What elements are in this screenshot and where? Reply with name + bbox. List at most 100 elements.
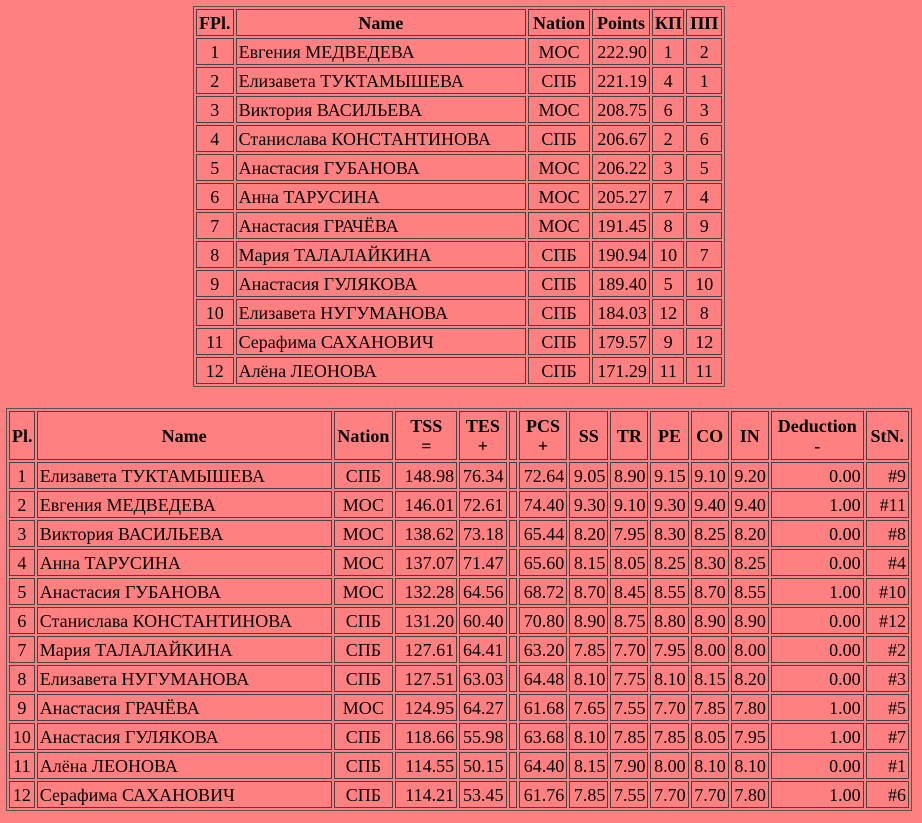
table-cell: 9 bbox=[686, 212, 722, 239]
table-cell: СПБ bbox=[528, 241, 591, 268]
table-row: 3 Виктория ВАСИЛЬЕВА МОС 208.75 6 3 bbox=[196, 96, 722, 123]
table-cell: СПБ bbox=[333, 636, 394, 663]
header-text: PE bbox=[658, 425, 682, 446]
table-cell: Анастасия ГУБАНОВА bbox=[36, 578, 332, 605]
table-cell: 8.15 bbox=[690, 665, 729, 692]
table-cell: 138.62 bbox=[395, 520, 458, 547]
table-cell: 4 bbox=[9, 549, 35, 576]
header-text: SS bbox=[578, 425, 599, 446]
table-cell: 127.51 bbox=[395, 665, 458, 692]
final-results-table: FPl. Name Nation Points КП ПП 1 Евгения МЕДВЕДЕ… bbox=[193, 6, 725, 387]
table-row: 7 Мария ТАЛАЛАЙКИНА СПБ 127.61 64.41 63.20 7.8… bbox=[9, 636, 909, 663]
spacer-cell bbox=[508, 781, 517, 808]
header-text: TES bbox=[465, 415, 500, 436]
table-cell: #3 bbox=[865, 665, 909, 692]
table-cell: 7 bbox=[651, 183, 685, 210]
table-cell: #5 bbox=[865, 694, 909, 721]
spacer-cell bbox=[508, 723, 517, 750]
table-cell: Елизавета ТУКТАМЫШЕВА bbox=[36, 462, 332, 489]
table-cell: 50.15 bbox=[459, 752, 507, 779]
table-cell: 10 bbox=[196, 299, 234, 326]
table-cell: СПБ bbox=[528, 328, 591, 355]
table-row: 12 Серафима САХАНОВИЧ СПБ 114.21 53.45 61.76 7… bbox=[9, 781, 909, 808]
table-cell: 8.25 bbox=[690, 520, 729, 547]
table-cell: 8 bbox=[196, 241, 234, 268]
table-cell: 63.68 bbox=[518, 723, 568, 750]
table-cell: 73.18 bbox=[459, 520, 507, 547]
table-cell: Серафима САХАНОВИЧ bbox=[235, 328, 527, 355]
table-cell: #11 bbox=[865, 491, 909, 518]
table-cell: #6 bbox=[865, 781, 909, 808]
table-cell: 8.10 bbox=[650, 665, 689, 692]
table-cell: МОС bbox=[333, 578, 394, 605]
segment-results-table: Pl. Name Nation TSS = TES + PCS + SS TR PE CO IN Deduc… bbox=[6, 408, 912, 811]
header-text: CO bbox=[696, 425, 724, 446]
table-cell: 179.57 bbox=[592, 328, 650, 355]
table-cell: СПБ bbox=[528, 125, 591, 152]
header-cell: ПП bbox=[686, 9, 722, 36]
table-cell: СПБ bbox=[528, 270, 591, 297]
table-cell: 1 bbox=[9, 462, 35, 489]
header-text: - bbox=[814, 435, 821, 456]
table-cell: 63.03 bbox=[459, 665, 507, 692]
spacer-cell bbox=[508, 491, 517, 518]
table-cell: 131.20 bbox=[395, 607, 458, 634]
header-cell: FPl. bbox=[196, 9, 234, 36]
header-cell: StN. bbox=[865, 411, 909, 460]
table-cell: #8 bbox=[865, 520, 909, 547]
table-cell: 8.00 bbox=[690, 636, 729, 663]
table-cell: Алёна ЛЕОНОВА bbox=[36, 752, 332, 779]
table-cell: 6 bbox=[9, 607, 35, 634]
table-row: 11 Серафима САХАНОВИЧ СПБ 179.57 9 12 bbox=[196, 328, 722, 355]
table-cell: 8.00 bbox=[730, 636, 769, 663]
table-cell: Анастасия ГРАЧЁВА bbox=[36, 694, 332, 721]
spacer-cell bbox=[508, 462, 517, 489]
table-row: 5 Анастасия ГУБАНОВА МОС 206.22 3 5 bbox=[196, 154, 722, 181]
table-cell: 4 bbox=[686, 183, 722, 210]
table-cell: 6 bbox=[651, 96, 685, 123]
table-cell: 8.25 bbox=[650, 549, 689, 576]
header-text: TR bbox=[616, 425, 642, 446]
table-cell: 5 bbox=[686, 154, 722, 181]
table-cell: 68.72 bbox=[518, 578, 568, 605]
table-cell: 8.20 bbox=[730, 520, 769, 547]
spacer-cell bbox=[508, 411, 517, 460]
table-cell: 191.45 bbox=[592, 212, 650, 239]
table-cell: 7.85 bbox=[569, 781, 609, 808]
table-cell: 7.70 bbox=[650, 694, 689, 721]
table-cell: 7.85 bbox=[690, 694, 729, 721]
table-cell: 8.15 bbox=[569, 549, 609, 576]
table-row: 10 Анастасия ГУЛЯКОВА СПБ 118.66 55.98 63.68 8… bbox=[9, 723, 909, 750]
table-cell: 7.55 bbox=[610, 781, 649, 808]
table-cell: 206.67 bbox=[592, 125, 650, 152]
table-cell: 9 bbox=[651, 328, 685, 355]
table-cell: 146.01 bbox=[395, 491, 458, 518]
table-cell: 74.40 bbox=[518, 491, 568, 518]
table-row: 5 Анастасия ГУБАНОВА МОС 132.28 64.56 68.72 8.… bbox=[9, 578, 909, 605]
table-cell: МОС bbox=[528, 183, 591, 210]
header-cell: SS bbox=[569, 411, 609, 460]
header-cell: Nation bbox=[333, 411, 394, 460]
table-cell: 8.05 bbox=[690, 723, 729, 750]
table-cell: 7.55 bbox=[610, 694, 649, 721]
header-text: StN. bbox=[870, 425, 905, 446]
table-cell: 8 bbox=[9, 665, 35, 692]
table-cell: 7.90 bbox=[610, 752, 649, 779]
header-cell: TSS = bbox=[395, 411, 458, 460]
spacer-cell bbox=[508, 607, 517, 634]
table-cell: Евгения МЕДВЕДЕВА bbox=[235, 38, 527, 65]
table-cell: 7.85 bbox=[650, 723, 689, 750]
header-cell: Nation bbox=[528, 9, 591, 36]
header-text: + bbox=[477, 435, 488, 456]
table-cell: 7 bbox=[686, 241, 722, 268]
table-cell: 64.48 bbox=[518, 665, 568, 692]
table-cell: МОС bbox=[333, 549, 394, 576]
header-text: TSS bbox=[410, 415, 443, 436]
table-cell: 11 bbox=[651, 357, 685, 384]
table-cell: МОС bbox=[528, 38, 591, 65]
table-cell: 8.00 bbox=[650, 752, 689, 779]
table-cell: 8.15 bbox=[569, 752, 609, 779]
table-cell: 12 bbox=[651, 299, 685, 326]
table-cell: Станислава КОНСТАНТИНОВА bbox=[235, 125, 527, 152]
